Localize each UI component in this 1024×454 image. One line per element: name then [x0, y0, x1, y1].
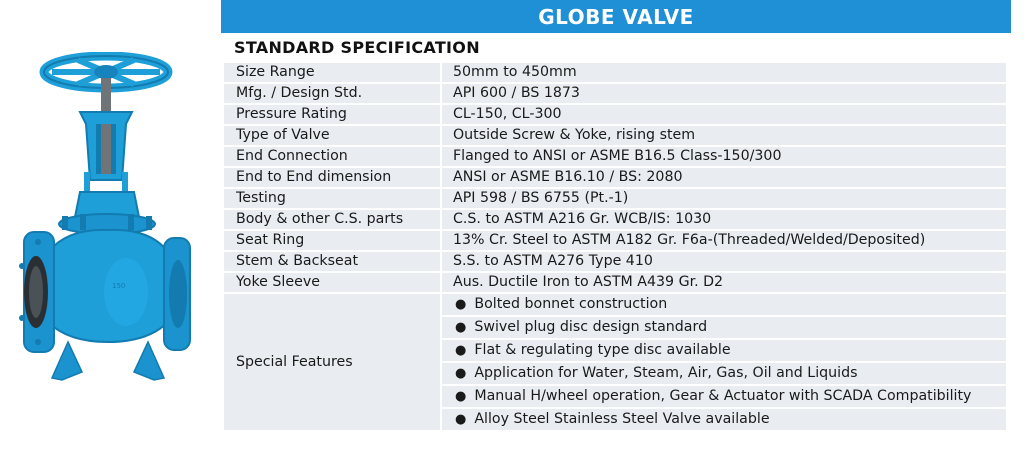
bullet-icon: ●	[455, 412, 467, 427]
spec-label: Special Features	[222, 292, 442, 432]
spec-value: C.S. to ASTM A216 Gr. WCB/IS: 1030	[440, 208, 1008, 231]
features-list: ● Bolted bonnet construction ● Swivel plug…	[440, 292, 1008, 432]
globe-valve-icon: 150	[19, 51, 191, 381]
spec-label: Mfg. / Design Std.	[222, 82, 442, 105]
spec-value: Flanged to ANSI or ASME B16.5 Class-150/…	[440, 145, 1008, 168]
bullet-icon: ●	[455, 320, 467, 335]
table-row: Body & other C.S. parts C.S. to ASTM A21…	[222, 208, 1008, 231]
bullet-icon: ●	[455, 389, 467, 404]
spec-table: Size Range 50mm to 450mm Mfg. / Design S…	[222, 61, 1008, 432]
feature-text: Swivel plug disc design standard	[474, 319, 708, 335]
table-row: Pressure Rating CL-150, CL-300	[222, 103, 1008, 126]
spec-value: API 598 / BS 6755 (Pt.-1)	[440, 187, 1008, 210]
spec-label: End to End dimension	[222, 166, 442, 189]
spec-label: Seat Ring	[222, 229, 442, 252]
table-row: End Connection Flanged to ANSI or ASME B…	[222, 145, 1008, 168]
table-row: End to End dimension ANSI or ASME B16.10…	[222, 166, 1008, 189]
table-row: Stem & Backseat S.S. to ASTM A276 Type 4…	[222, 250, 1008, 273]
globe-valve-image: 150	[8, 51, 208, 382]
list-item: ● Alloy Steel Stainless Steel Valve avail…	[443, 409, 1005, 429]
spec-label: Stem & Backseat	[222, 250, 442, 273]
spec-value: S.S. to ASTM A276 Type 410	[440, 250, 1008, 273]
spec-value: 13% Cr. Steel to ASTM A182 Gr. F6a-(Thre…	[440, 229, 1008, 252]
spec-label: Yoke Sleeve	[222, 271, 442, 294]
page-title: GLOBE VALVE	[538, 4, 694, 29]
table-row: Mfg. / Design Std. API 600 / BS 1873	[222, 82, 1008, 105]
bullet-icon: ●	[455, 366, 467, 381]
table-row: Yoke Sleeve Aus. Ductile Iron to ASTM A4…	[222, 271, 1008, 294]
spec-label: Pressure Rating	[222, 103, 442, 126]
spec-label: Type of Valve	[222, 124, 442, 147]
feature-text: Manual H/wheel operation, Gear & Actuato…	[474, 388, 972, 404]
spec-value: ANSI or ASME B16.10 / BS: 2080	[440, 166, 1008, 189]
bullet-icon: ●	[455, 343, 467, 358]
spec-label: Size Range	[222, 61, 442, 84]
feature-text: Application for Water, Steam, Air, Gas, …	[474, 365, 858, 381]
spec-value: Aus. Ductile Iron to ASTM A439 Gr. D2	[440, 271, 1008, 294]
spec-label: Body & other C.S. parts	[222, 208, 442, 231]
table-row: Seat Ring 13% Cr. Steel to ASTM A182 Gr.…	[222, 229, 1008, 252]
table-row: Testing API 598 / BS 6755 (Pt.-1)	[222, 187, 1008, 210]
feature-text: Bolted bonnet construction	[474, 296, 668, 312]
spec-label: Testing	[222, 187, 442, 210]
spec-value: API 600 / BS 1873	[440, 82, 1008, 105]
list-item: ● Flat & regulating type disc available	[443, 340, 1005, 363]
list-item: ● Manual H/wheel operation, Gear & Actuat…	[443, 386, 1005, 409]
spec-value: CL-150, CL-300	[440, 103, 1008, 126]
title-bar: GLOBE VALVE	[221, 0, 1011, 33]
list-item: ● Bolted bonnet construction	[443, 295, 1005, 317]
list-item: ● Application for Water, Steam, Air, Gas,…	[443, 363, 1005, 386]
svg-text:150: 150	[112, 282, 125, 290]
table-row: Type of Valve Outside Screw & Yoke, risi…	[222, 124, 1008, 147]
list-item: ● Swivel plug disc design standard	[443, 317, 1005, 340]
spec-value: 50mm to 450mm	[440, 61, 1008, 84]
bullet-icon: ●	[455, 297, 467, 312]
spec-label: End Connection	[222, 145, 442, 168]
feature-text: Alloy Steel Stainless Steel Valve availa…	[474, 411, 770, 427]
table-row: Size Range 50mm to 450mm	[222, 61, 1008, 84]
feature-text: Flat & regulating type disc available	[474, 342, 731, 358]
section-heading: STANDARD SPECIFICATION	[234, 38, 480, 57]
spec-value: Outside Screw & Yoke, rising stem	[440, 124, 1008, 147]
table-row-special-features: Special Features ● Bolted bonnet construc…	[222, 292, 1008, 432]
